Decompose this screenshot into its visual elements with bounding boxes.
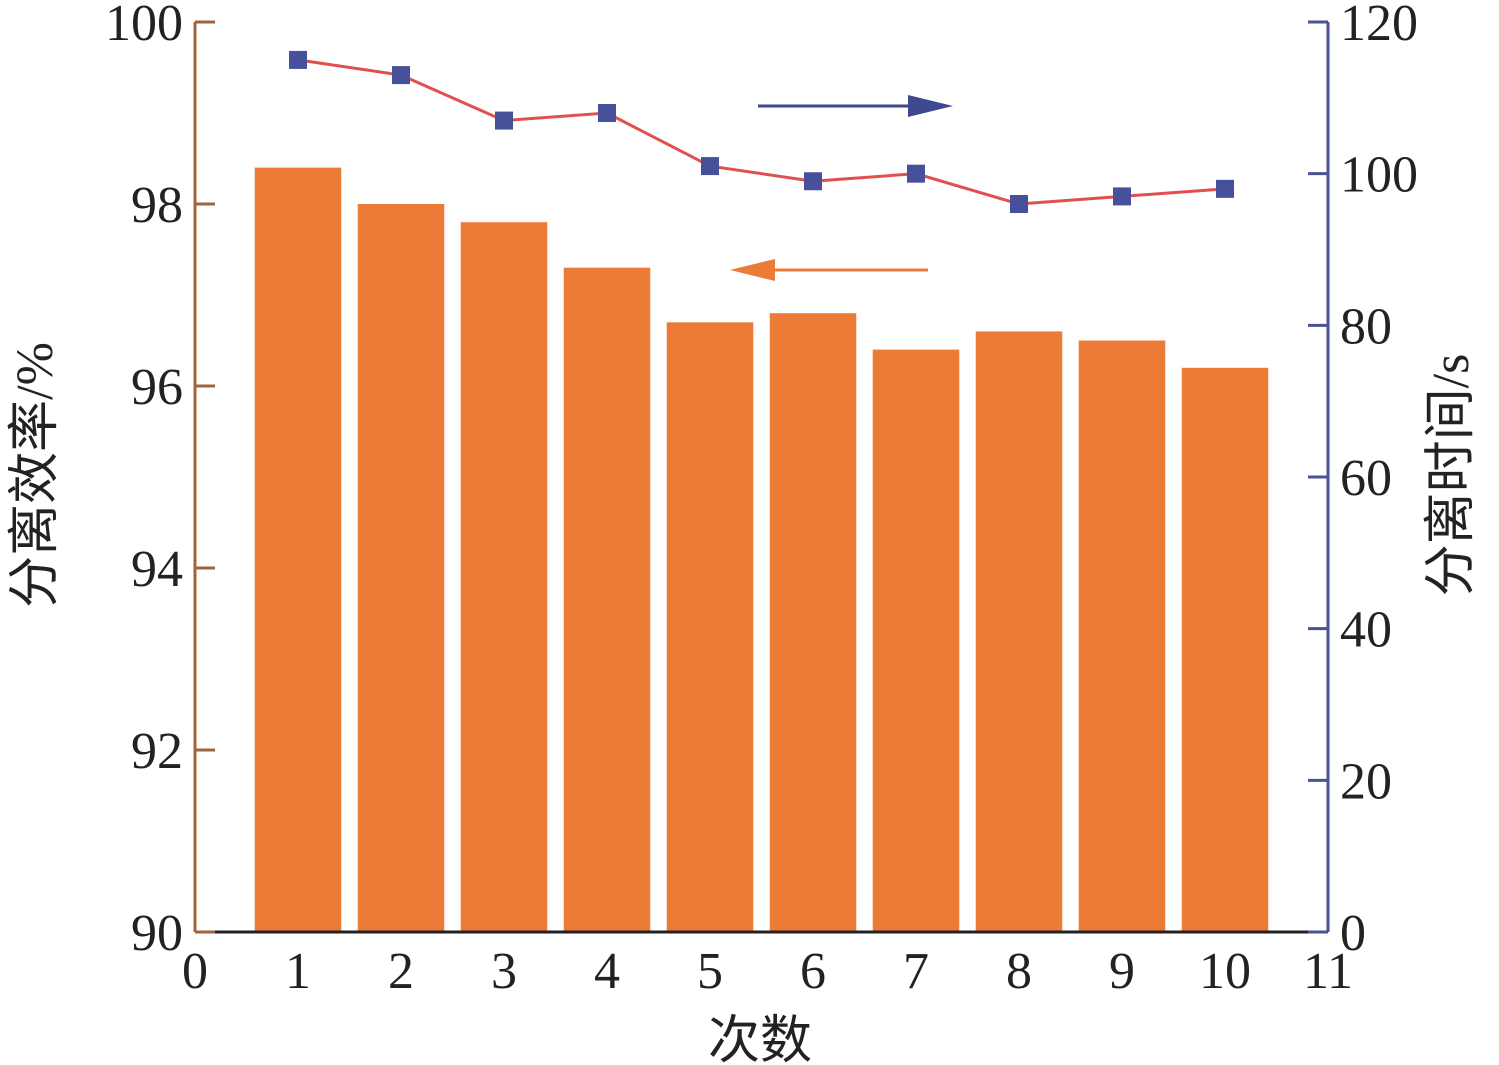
right-tick-label-60: 60 xyxy=(1340,450,1392,507)
line-marker-2 xyxy=(392,66,410,85)
bar-5 xyxy=(666,322,754,932)
left-tick-label-96: 96 xyxy=(131,359,183,416)
bar-7 xyxy=(872,349,960,933)
x-tick-label-2: 2 xyxy=(388,943,414,1000)
x-tick-label-10: 10 xyxy=(1199,943,1251,1000)
left-axis-title: 分离效率/% xyxy=(7,342,64,608)
left-tick-label-100: 100 xyxy=(105,0,183,52)
line-marker-7 xyxy=(907,164,925,183)
x-tick-label-7: 7 xyxy=(903,943,929,1000)
bar-8 xyxy=(975,331,1063,932)
bar-4 xyxy=(563,267,651,932)
bar-6 xyxy=(769,313,857,932)
line-marker-6 xyxy=(804,172,822,191)
x-tick-label-3: 3 xyxy=(491,943,517,1000)
right-tick-label-80: 80 xyxy=(1340,298,1392,355)
right-tick-label-120: 120 xyxy=(1340,0,1418,52)
x-tick-label-5: 5 xyxy=(697,943,723,1000)
line-marker-9 xyxy=(1113,187,1131,206)
right-tick-label-40: 40 xyxy=(1340,602,1392,659)
arrows-layer xyxy=(730,95,953,281)
right-axis-title: 分离时间/s xyxy=(1423,354,1480,597)
left-arrow-head xyxy=(730,259,775,281)
bar-3 xyxy=(460,222,548,932)
left-tick-label-90: 90 xyxy=(131,905,183,962)
line-marker-5 xyxy=(701,157,719,176)
line-marker-8 xyxy=(1010,195,1028,213)
x-axis-title: 次数 xyxy=(708,1013,812,1065)
x-tick-label-4: 4 xyxy=(594,943,620,1000)
right-tick-label-0: 0 xyxy=(1340,905,1366,962)
right-tick-label-20: 20 xyxy=(1340,753,1392,810)
bar-2 xyxy=(357,204,445,932)
line-marker-1 xyxy=(289,50,307,69)
x-tick-label-1: 1 xyxy=(285,943,311,1000)
left-tick-label-92: 92 xyxy=(131,723,183,780)
bars-layer xyxy=(254,167,1269,933)
line-marker-4 xyxy=(598,104,616,122)
bar-9 xyxy=(1078,340,1166,932)
left-tick-label-98: 98 xyxy=(131,177,183,234)
ticks-layer: 90 92 94 96 98 100 0 20 40 60 80 100 120 0 1 2 3 4 5 6 7 8 9 10… xyxy=(105,0,1418,1000)
x-tick-label-8: 8 xyxy=(1006,943,1032,1000)
x-tick-label-0: 0 xyxy=(182,943,208,1000)
x-tick-label-6: 6 xyxy=(800,943,826,1000)
right-tick-label-100: 100 xyxy=(1340,147,1418,204)
x-tick-label-11: 11 xyxy=(1303,943,1353,1000)
bar-10 xyxy=(1181,367,1269,932)
left-tick-label-94: 94 xyxy=(131,541,183,598)
line-marker-3 xyxy=(495,111,513,130)
separation-time-line xyxy=(297,58,1226,206)
line-marker-10 xyxy=(1216,179,1234,198)
x-tick-label-9: 9 xyxy=(1109,943,1135,1000)
right-arrow-head xyxy=(908,95,953,117)
bar-1 xyxy=(254,167,342,933)
line-layer xyxy=(289,50,1234,213)
